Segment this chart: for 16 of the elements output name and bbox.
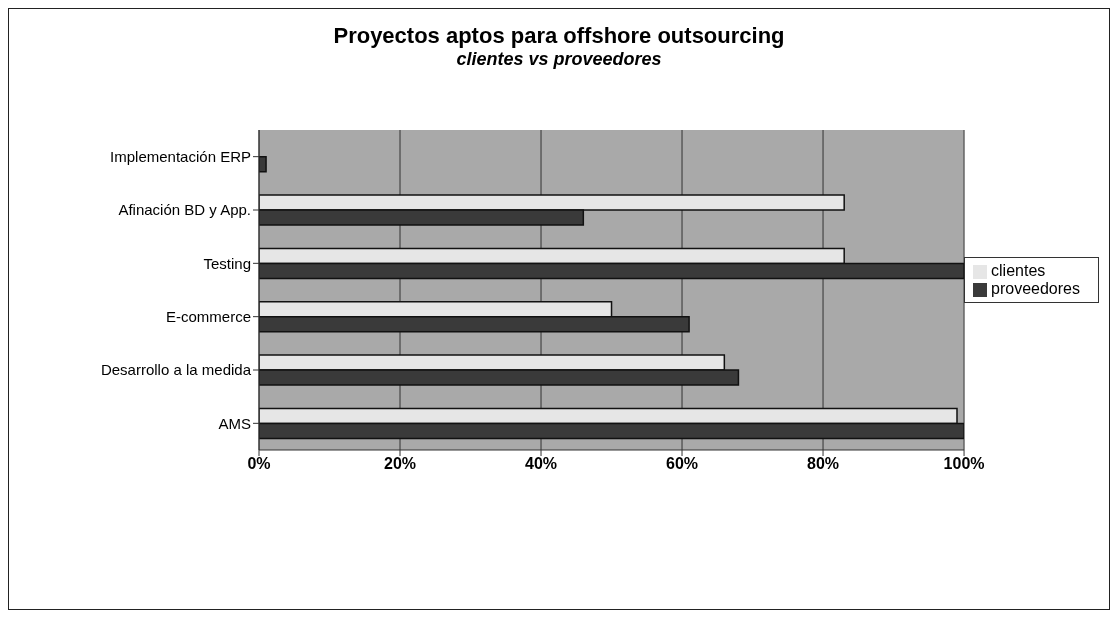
chart-subtitle: clientes vs proveedores xyxy=(455,49,663,70)
x-tick-label: 40% xyxy=(525,455,558,473)
x-tick-label: 60% xyxy=(666,455,699,473)
y-tick-label: Testing xyxy=(203,254,251,272)
x-tick-label: 0% xyxy=(247,455,271,473)
legend-label: proveedores xyxy=(991,280,1080,297)
x-tick-label: 20% xyxy=(383,455,417,473)
x-tick-label: 80% xyxy=(807,455,840,473)
y-tick-label: Afinación BD y App. xyxy=(118,201,251,219)
legend-label: clientes xyxy=(991,262,1046,279)
chart-title: Proyectos aptos para offshore outsourcing xyxy=(332,23,786,49)
y-tick-label: E-commerce xyxy=(165,307,251,325)
y-tick-label: AMS xyxy=(218,414,251,432)
x-tick-label: 100% xyxy=(943,455,985,473)
y-tick-label: Implementación ERP xyxy=(110,147,251,165)
y-tick-label: Desarrollo a la medida xyxy=(100,361,252,379)
